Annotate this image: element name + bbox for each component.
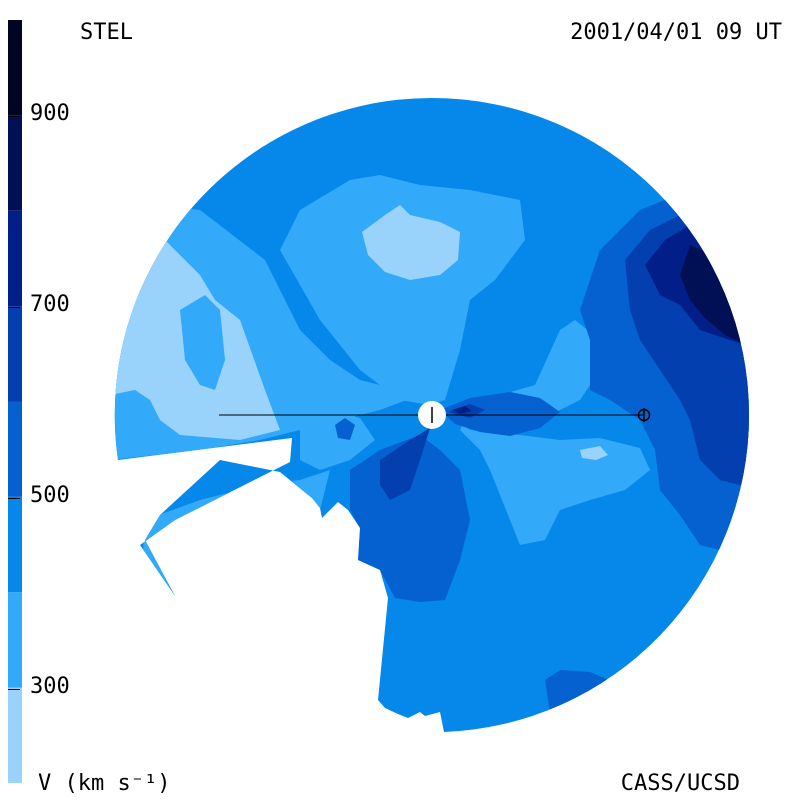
contour-300-400-center [300,410,375,470]
colorbar-tick-label: 500 [30,482,70,508]
colorbar-tick-mark [8,688,20,690]
contour-300-400-north [280,175,525,405]
datetime-label: 2001/04/01 09 UT [570,20,782,45]
contour-200-300-east [580,446,608,460]
colorbar [8,20,22,783]
credit-label: CASS/UCSD [620,771,740,796]
colorbar-tick-label: 300 [30,673,70,699]
colorbar-tick-mark [8,307,20,309]
colorbar-band-700-800 [8,210,22,307]
colorbar-band-400-500 [8,496,22,593]
colorbar-band-500-600 [8,401,22,497]
colorbar-tick-mark [8,497,20,499]
colorbar-band-800-900 [8,115,22,211]
contour-600-700-south [380,428,430,500]
contour-300-400-nw-inner [180,295,225,390]
contour-300-400-east [455,320,650,545]
colorbar-band-300-400 [8,592,22,688]
colorbar-tick-label: 700 [30,292,70,318]
unit-label: V (km s⁻¹) [38,771,171,796]
colorbar-band-900-1000 [8,20,22,116]
colorbar-band-600-700 [8,306,22,402]
contour-500-600-west-dot [335,418,355,440]
colorbar-band-200-300 [8,687,22,783]
observatory-label: STEL [80,20,133,45]
contour-700-800-center [452,406,472,414]
contour-500-600-center [440,392,560,436]
contour-200-300-north [362,205,460,280]
colorbar-tick-label: 900 [30,101,70,127]
contour-800-900-east [680,245,745,345]
colorbar-tick-mark [8,116,20,118]
earth-icon [637,408,651,422]
